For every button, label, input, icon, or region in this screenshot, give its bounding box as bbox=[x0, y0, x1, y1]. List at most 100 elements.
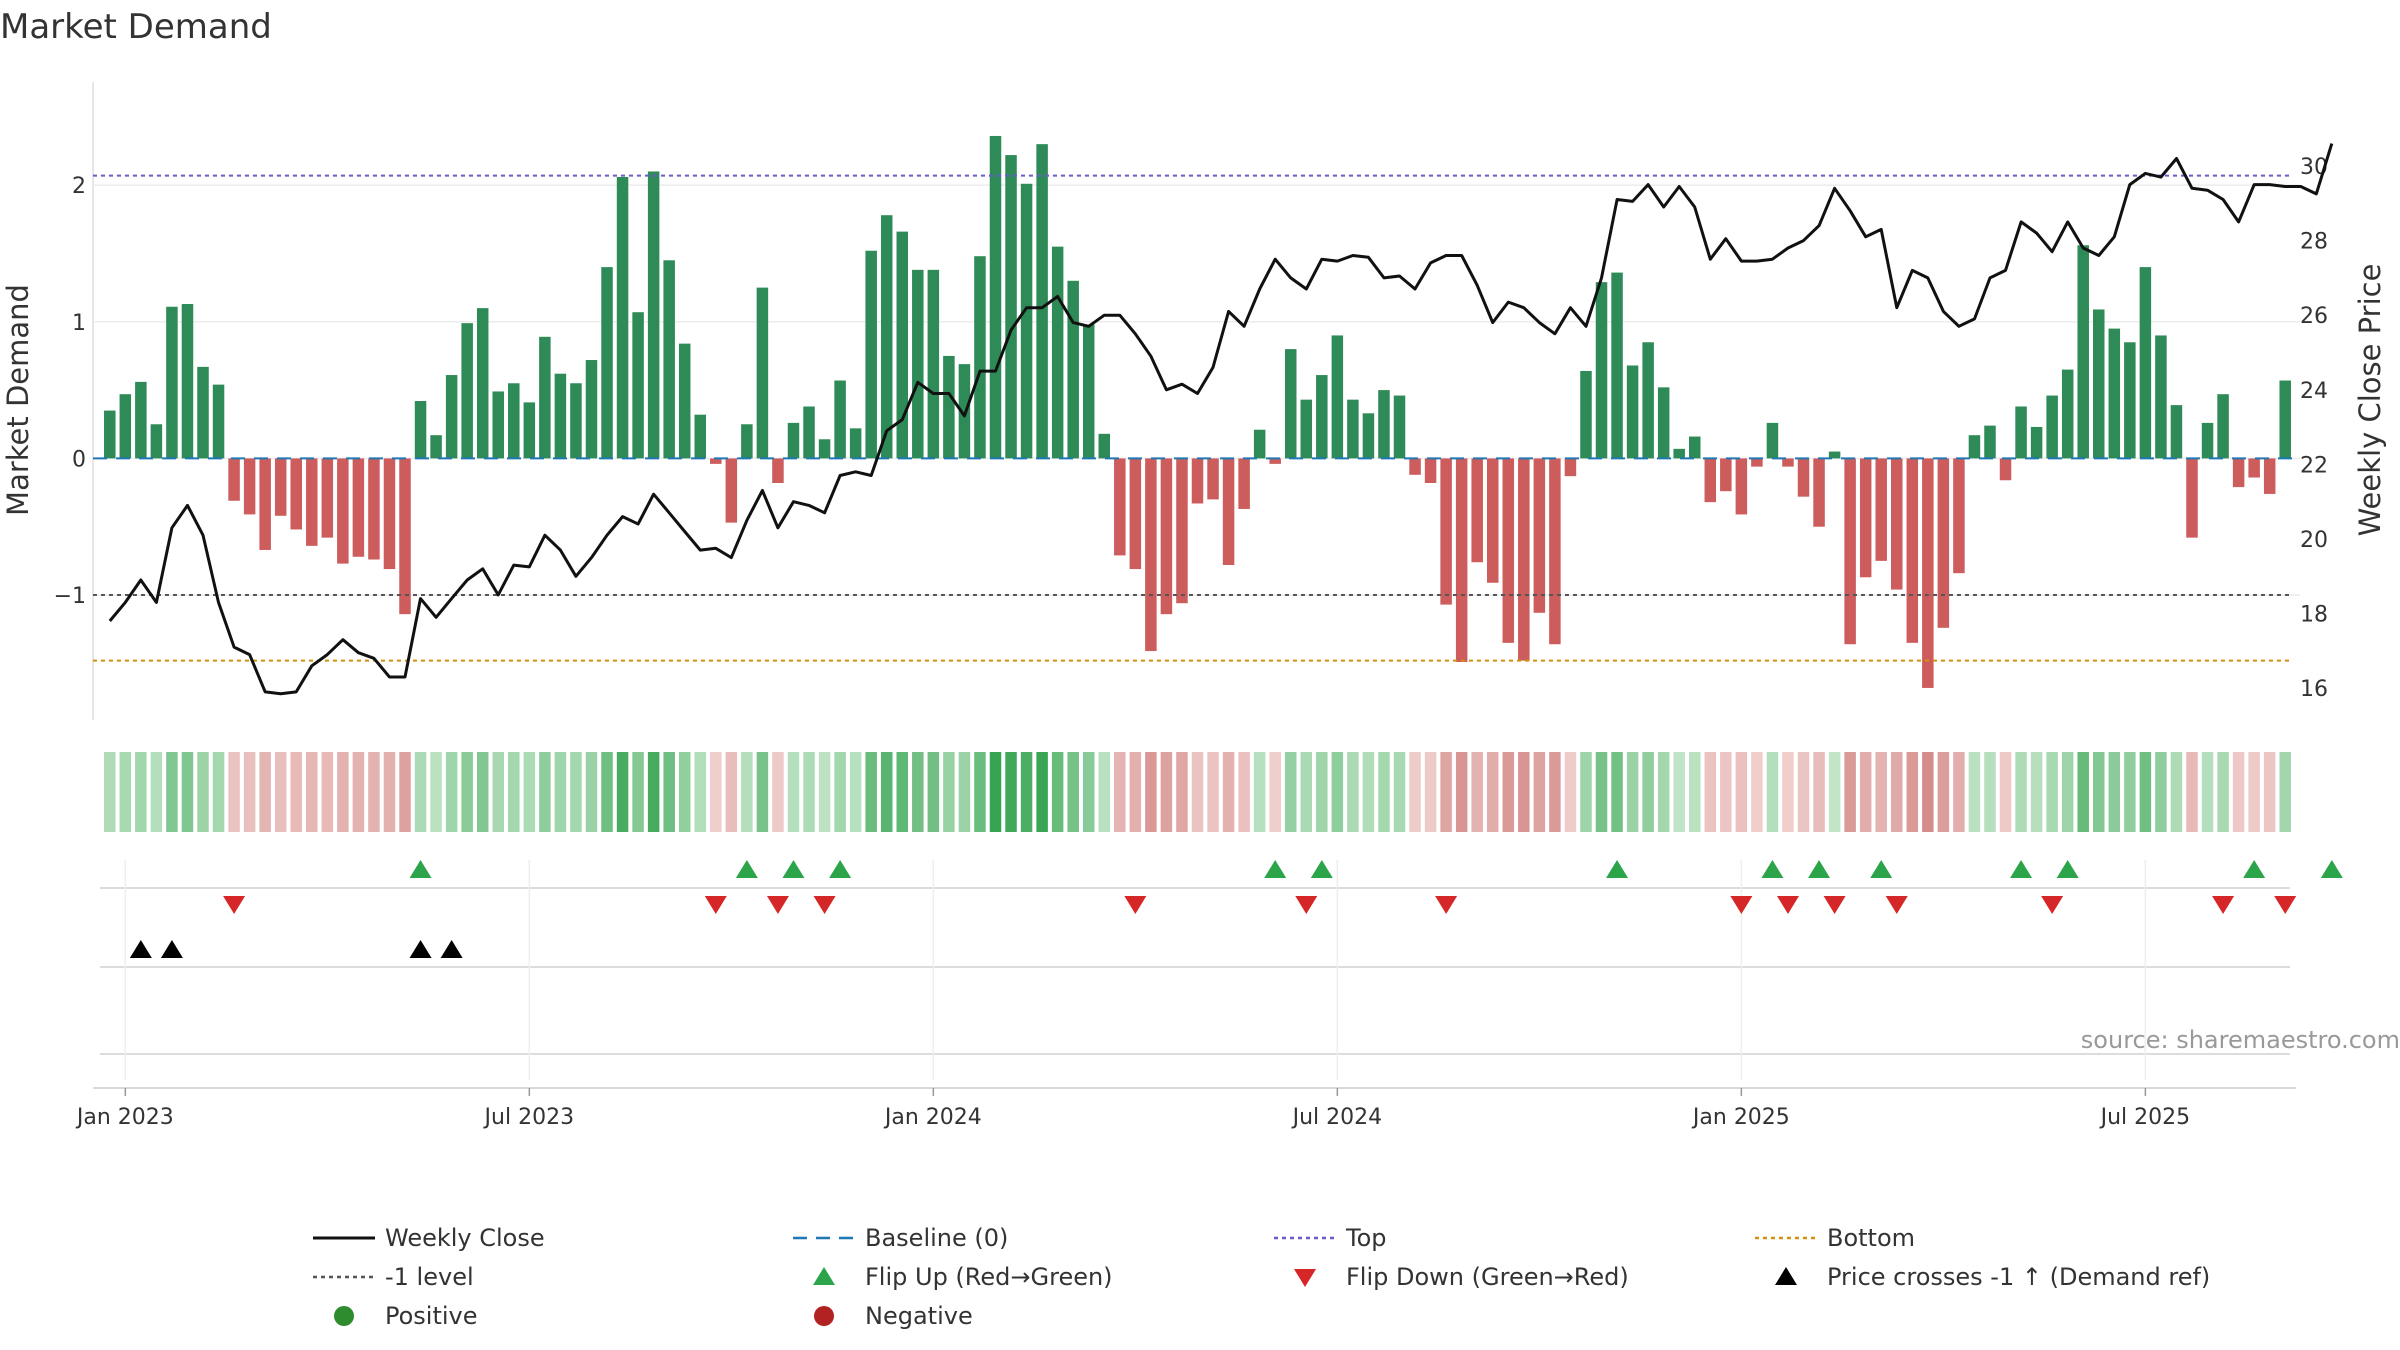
negative-bar bbox=[1455, 458, 1468, 662]
positive-bar bbox=[104, 410, 116, 459]
negative-bar bbox=[1704, 458, 1717, 503]
strip-cell bbox=[2077, 752, 2089, 832]
positive-bar bbox=[803, 406, 815, 459]
positive-bar bbox=[554, 373, 567, 459]
positive-bar bbox=[943, 355, 955, 459]
positive-bar bbox=[834, 380, 846, 459]
strip-cell bbox=[1067, 752, 1079, 832]
strip-cell bbox=[1020, 752, 1033, 832]
positive-bar bbox=[1673, 448, 1685, 459]
strip-cell bbox=[1300, 752, 1313, 832]
positive-bar bbox=[166, 306, 178, 459]
strip-cell bbox=[539, 752, 551, 832]
strip-cell bbox=[554, 752, 567, 832]
flip-up-marker bbox=[2010, 860, 2033, 878]
strip-cell bbox=[958, 752, 971, 832]
strip-cell bbox=[1082, 752, 1095, 832]
positive-bar bbox=[647, 171, 660, 459]
strip-cell bbox=[601, 752, 613, 832]
strip-cell bbox=[1176, 752, 1188, 832]
strip-cell bbox=[1797, 752, 1810, 832]
positive-bar bbox=[1300, 399, 1313, 459]
strip-cell bbox=[1440, 752, 1452, 832]
strip-cell bbox=[1611, 752, 1623, 832]
flip-down-marker bbox=[1124, 896, 1147, 914]
negative-bar bbox=[1735, 458, 1748, 515]
positive-bar bbox=[756, 287, 769, 459]
positive-bar bbox=[508, 383, 520, 459]
negative-bar bbox=[1518, 458, 1530, 661]
x-tick-label: Jan 2023 bbox=[75, 1105, 174, 1130]
positive-bar bbox=[2046, 395, 2058, 459]
strip-cell bbox=[1657, 752, 1670, 832]
flip-up-marker bbox=[1761, 860, 1784, 878]
strip-cell bbox=[616, 752, 629, 832]
positive-bar bbox=[1595, 282, 1608, 459]
strip-cell bbox=[880, 752, 893, 832]
positive-bar bbox=[461, 323, 473, 459]
legend-swatch-triangle-up bbox=[813, 1267, 835, 1285]
strip-cell bbox=[1238, 752, 1250, 832]
strip-cell bbox=[865, 752, 877, 832]
strip-cell bbox=[197, 752, 209, 832]
legend-swatch-dot bbox=[334, 1306, 354, 1326]
legend-label: Weekly Close bbox=[385, 1224, 545, 1252]
negative-bar bbox=[1797, 458, 1810, 497]
flip-down-marker bbox=[1295, 896, 1318, 914]
legend-label: Negative bbox=[865, 1302, 973, 1330]
strip-cell bbox=[1688, 752, 1701, 832]
positive-bar bbox=[616, 176, 629, 459]
positive-bar bbox=[1968, 435, 1981, 459]
strip-cell bbox=[989, 752, 1002, 832]
legend-item: Top bbox=[1274, 1224, 1387, 1252]
strip-cell bbox=[849, 752, 862, 832]
negative-bar bbox=[1207, 458, 1219, 500]
marker-panel bbox=[100, 860, 2343, 1080]
strip-cell bbox=[632, 752, 644, 832]
negative-bar bbox=[228, 458, 240, 501]
y-tick-right-label: 18 bbox=[2300, 603, 2328, 628]
demand-heat-strip bbox=[104, 752, 2291, 832]
strip-cell bbox=[383, 752, 396, 832]
strip-cell bbox=[1922, 752, 1934, 832]
strip-cell bbox=[1828, 752, 1841, 832]
flip-up-marker bbox=[735, 860, 758, 878]
negative-bar bbox=[1844, 458, 1856, 645]
strip-cell bbox=[2030, 752, 2043, 832]
strip-cell bbox=[1005, 752, 1017, 832]
positive-bar bbox=[1642, 342, 1654, 459]
strip-cell bbox=[306, 752, 318, 832]
negative-bar bbox=[1440, 458, 1452, 605]
strip-cell bbox=[1160, 752, 1173, 832]
strip-cell bbox=[818, 752, 831, 832]
strip-cell bbox=[476, 752, 489, 832]
y-tick-right-label: 16 bbox=[2300, 677, 2328, 702]
strip-cell bbox=[2263, 752, 2276, 832]
positive-bar bbox=[1393, 395, 1406, 459]
strip-cell bbox=[492, 752, 504, 832]
legend-item: Bottom bbox=[1755, 1224, 1915, 1252]
strip-cell bbox=[1595, 752, 1608, 832]
strip-cell bbox=[1813, 752, 1825, 832]
negative-bar bbox=[1176, 458, 1188, 604]
strip-cell bbox=[1782, 752, 1794, 832]
strip-cell bbox=[368, 752, 380, 832]
negative-bar bbox=[1191, 458, 1204, 504]
positive-bar bbox=[212, 384, 225, 459]
strip-cell bbox=[834, 752, 846, 832]
strip-cell bbox=[430, 752, 442, 832]
chart-title: Market Demand bbox=[0, 7, 272, 47]
positive-bar bbox=[2170, 405, 2183, 459]
positive-bar bbox=[539, 336, 551, 459]
positive-bar bbox=[974, 256, 986, 459]
negative-bar bbox=[1922, 458, 1934, 688]
strip-cell bbox=[2248, 752, 2260, 832]
strip-cell bbox=[1735, 752, 1748, 832]
positive-bar bbox=[865, 250, 877, 459]
y-tick-left-label: 2 bbox=[72, 174, 86, 199]
flip-down-marker bbox=[1823, 896, 1846, 914]
x-axis: Jan 2023 Jul 2023 Jan 2024 Jul 2024 Jan 2025… bbox=[75, 1087, 2296, 1130]
negative-bar bbox=[1999, 458, 2012, 481]
flip-up-marker bbox=[2243, 860, 2266, 878]
positive-bar bbox=[2201, 422, 2214, 459]
